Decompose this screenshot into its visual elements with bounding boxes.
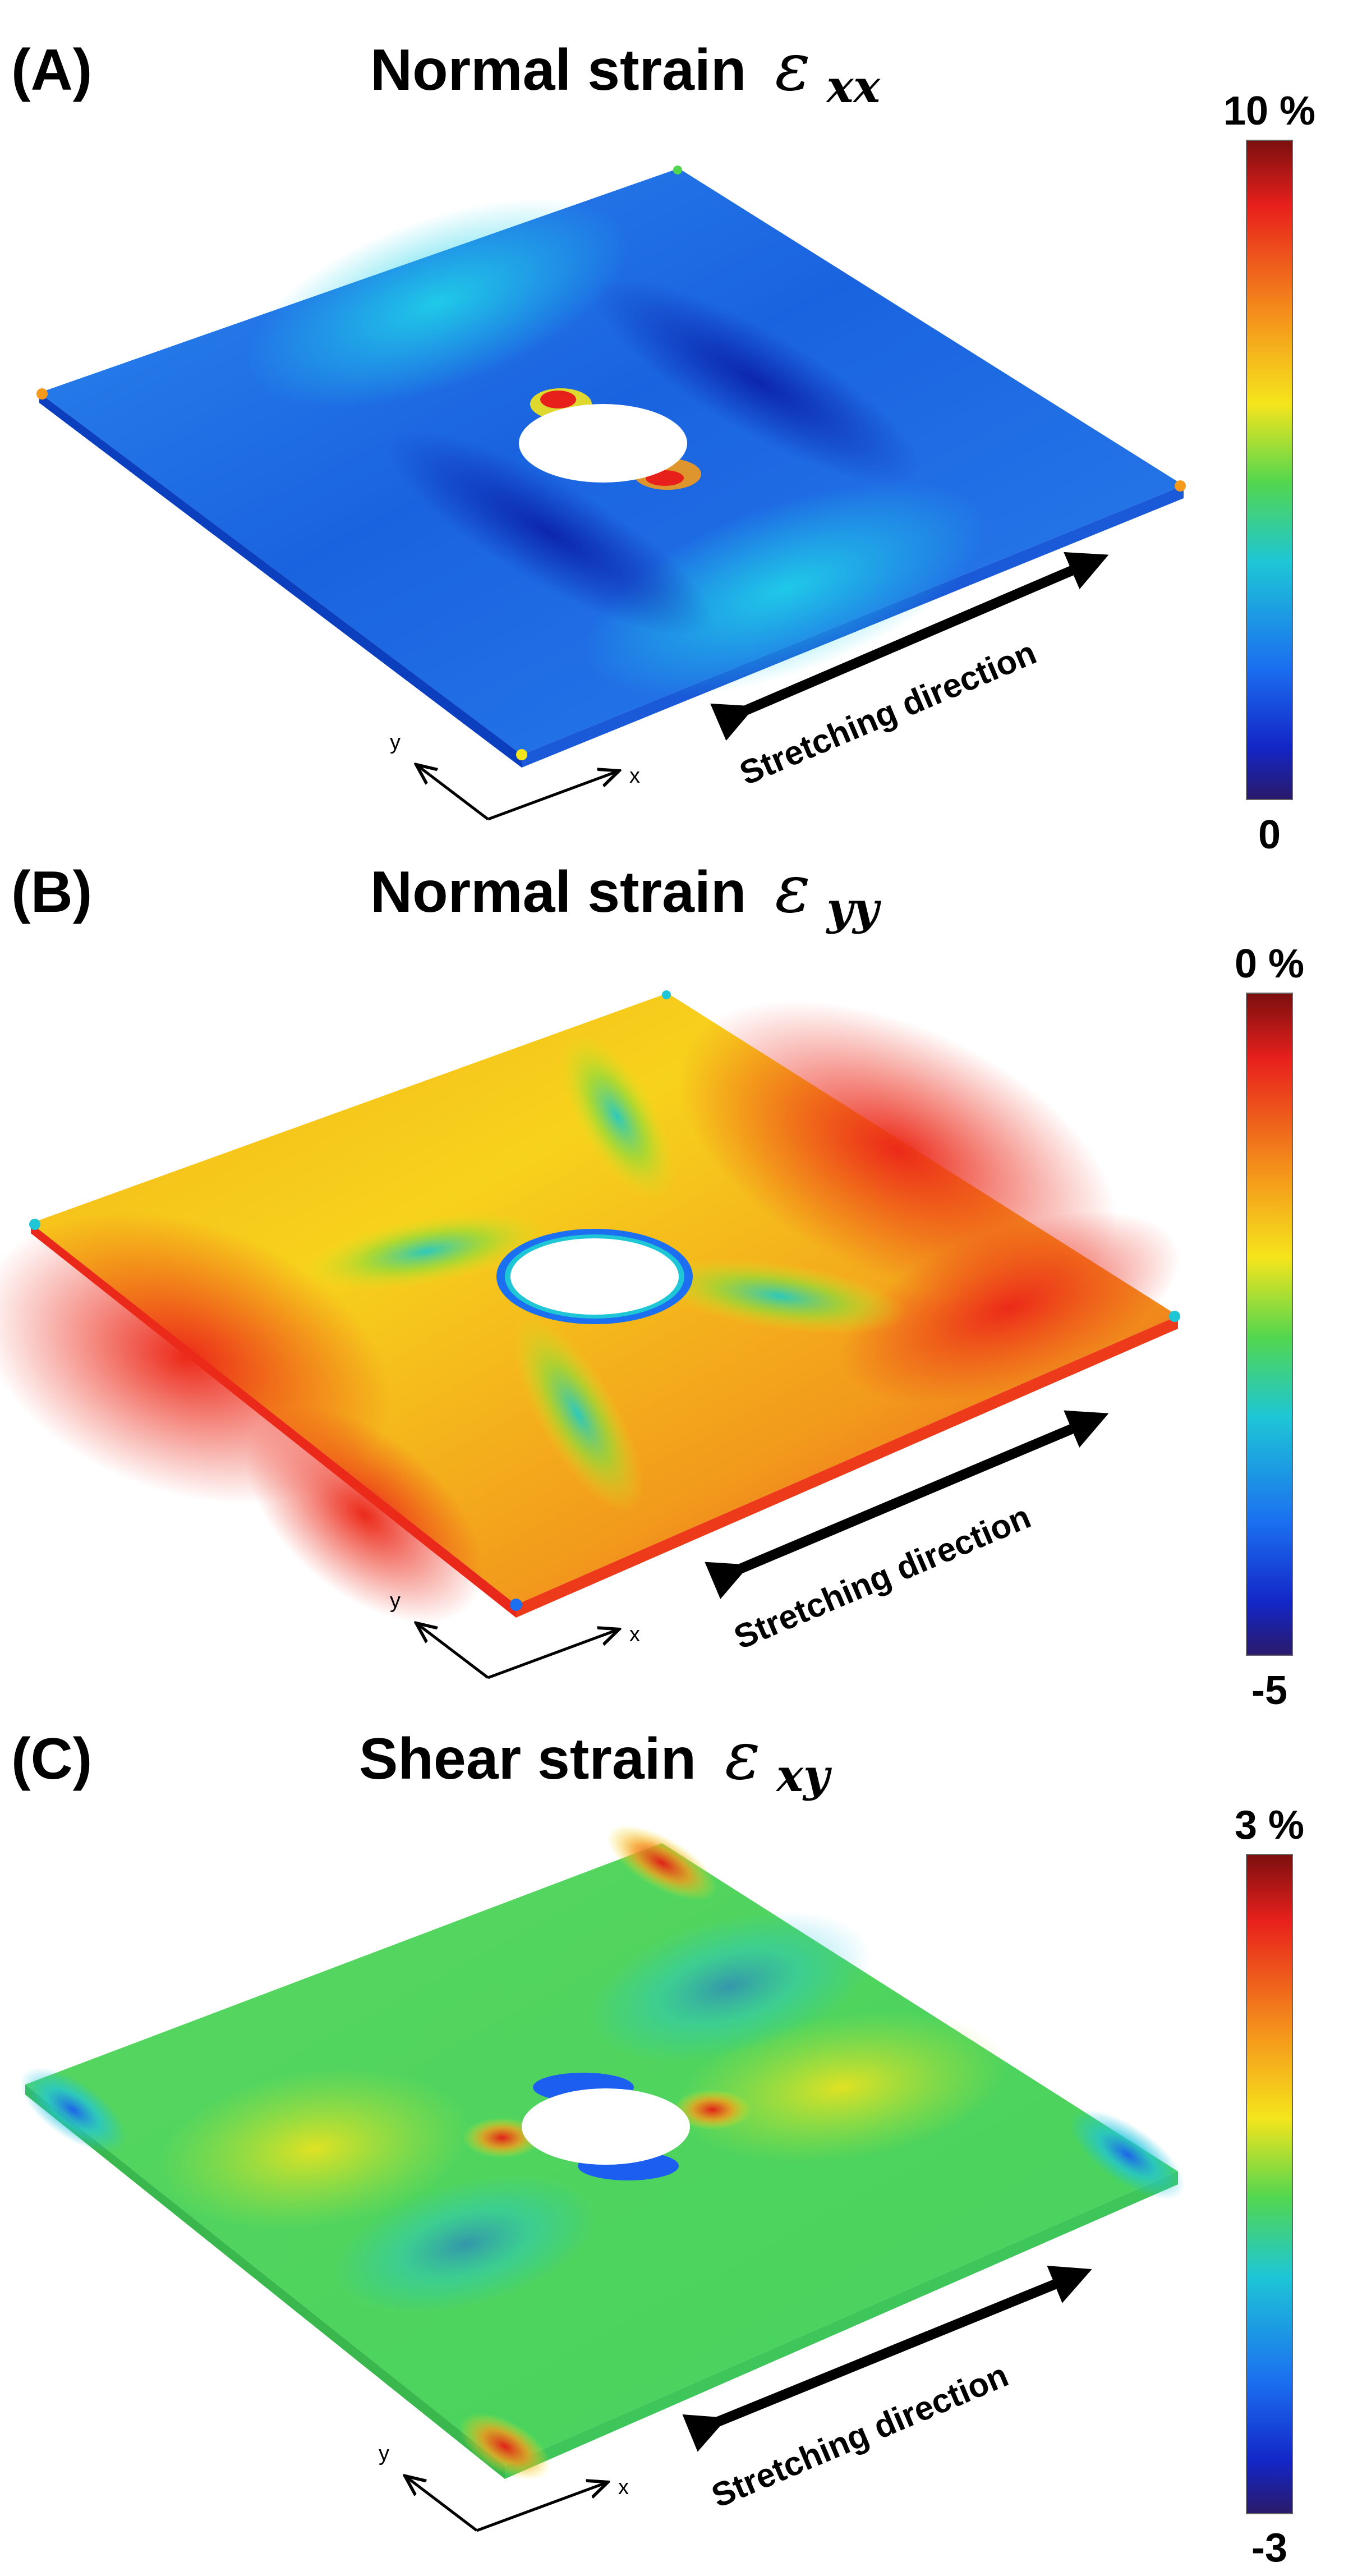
panel-title-text: Normal strain [370, 860, 746, 925]
axis-triad [418, 1624, 617, 1679]
strain-subscript: xx [826, 60, 881, 113]
panel-c: (C) Shear strain ε xy Stret [11, 1717, 1304, 2570]
strain-plate [20, 1825, 1185, 2480]
strain-symbol: ε [775, 850, 810, 927]
axis-y-label: y [390, 1589, 401, 1613]
scale-min-label: 0 [1258, 812, 1281, 857]
scale-max-label: 10 % [1223, 89, 1315, 134]
scale-min-label: -5 [1251, 1668, 1287, 1713]
scale-min-label: -3 [1251, 2526, 1287, 2570]
colorbar [1246, 993, 1293, 1656]
stretching-direction-arrow [682, 2265, 1092, 2452]
color-scale: 0 % -5 [1235, 942, 1304, 1713]
panel-a: (A) Normal strain ε xx Stre [11, 28, 1315, 857]
axis-y-label: y [390, 731, 401, 754]
panel-title: Normal strain ε yy [370, 850, 882, 935]
panel-letter: (C) [11, 1726, 92, 1792]
color-scale: 10 % 0 [1223, 89, 1315, 857]
panel-title-text: Shear strain [359, 1726, 696, 1792]
panel-title: Shear strain ε xy [359, 1717, 832, 1802]
color-scale: 3 % -3 [1235, 1803, 1304, 2570]
scale-max-label: 3 % [1235, 1803, 1304, 1848]
strain-symbol: ε [775, 28, 810, 105]
panel-title: Normal strain ε xx [370, 28, 881, 113]
strain-subscript: yy [826, 882, 882, 935]
stretching-direction-arrow [710, 552, 1109, 741]
axis-triad [407, 2477, 606, 2532]
colorbar [1246, 140, 1293, 800]
panel-b: (B) Normal strain ε yy [0, 850, 1304, 1713]
axis-triad [418, 766, 617, 821]
panel-letter: (B) [11, 860, 92, 925]
panel-title-text: Normal strain [370, 38, 746, 103]
stretching-direction-label: Stretching direction [706, 2356, 1014, 2515]
colorbar [1246, 1854, 1293, 2514]
scale-max-label: 0 % [1235, 942, 1304, 986]
strain-subscript: xy [775, 1749, 832, 1802]
strain-symbol: ε [725, 1717, 760, 1794]
strain-plate [0, 990, 1181, 1624]
axis-x-label: x [629, 1623, 640, 1646]
axis-x-label: x [629, 764, 640, 788]
axis-y-label: y [379, 2442, 389, 2465]
axis-x-label: x [618, 2476, 629, 2499]
stretching-direction-arrow [705, 1410, 1109, 1599]
stretching-direction-label: Stretching direction [729, 1498, 1036, 1656]
panel-letter: (A) [11, 38, 92, 103]
